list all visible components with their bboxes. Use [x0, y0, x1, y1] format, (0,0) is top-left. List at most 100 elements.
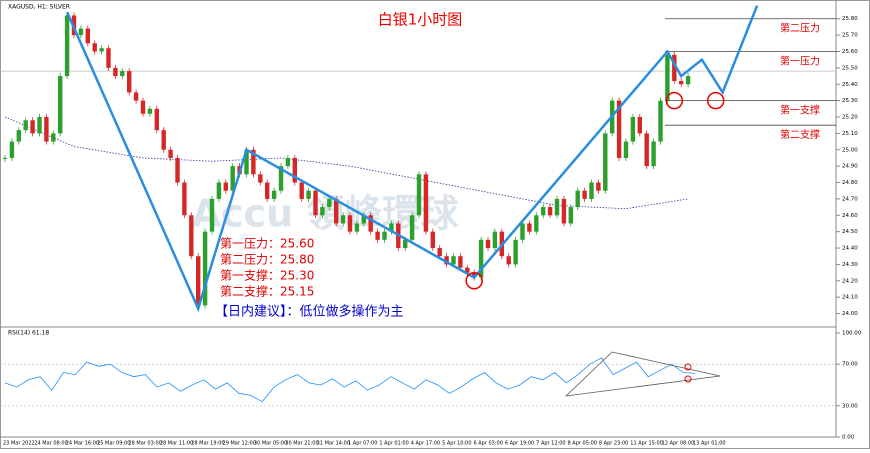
- x-tick-label: 4 Apr 17:00: [411, 441, 440, 447]
- candle: [292, 157, 297, 183]
- candle: [582, 190, 587, 199]
- candle: [64, 15, 70, 77]
- candle: [575, 190, 580, 208]
- marker-circle: [665, 91, 684, 110]
- candle: [554, 198, 560, 216]
- candle: [375, 231, 380, 240]
- candle: [258, 174, 263, 183]
- candle: [409, 215, 415, 240]
- y-tick-label: 24.20: [842, 278, 858, 284]
- candle: [340, 215, 346, 224]
- rsi-line: [4, 357, 696, 403]
- trend-line: [65, 5, 759, 313]
- x-tick-label: 30 Mar 21:00: [285, 441, 318, 447]
- candle: [485, 239, 491, 249]
- candle: [416, 174, 422, 216]
- x-tick-label: 28 Mar 03:00: [128, 441, 161, 447]
- x-tick-label: 28 Mar 11:00: [160, 441, 193, 447]
- x-tick-label: 25 Mar 09:00: [97, 441, 130, 447]
- y-tick-label: 24.80: [842, 180, 858, 186]
- candle: [368, 215, 373, 232]
- candle: [78, 28, 84, 36]
- candle: [306, 190, 311, 199]
- candle: [16, 130, 21, 142]
- candle: [541, 207, 546, 216]
- candle: [520, 223, 525, 240]
- candle: [265, 182, 270, 199]
- candle: [547, 207, 553, 216]
- candle: [465, 267, 470, 273]
- candle: [561, 198, 567, 224]
- x-tick-label: 28 Mar 19:00: [191, 441, 224, 447]
- rsi-circle: [684, 363, 692, 371]
- candle: [133, 92, 139, 101]
- marker-circle: [706, 91, 725, 110]
- moving-average: [4, 116, 689, 210]
- candle: [430, 231, 435, 249]
- candle: [271, 190, 277, 199]
- y-tick-label: 24.30: [842, 262, 858, 268]
- candle: [354, 223, 360, 232]
- y-tick-label: 25.40: [842, 82, 858, 88]
- candle: [637, 117, 642, 134]
- candle: [472, 272, 477, 278]
- candle: [603, 133, 608, 191]
- x-tick-label: 5 Apr 10:00: [442, 441, 471, 447]
- rsi-triangle: [564, 351, 721, 397]
- candle: [527, 223, 532, 232]
- candle: [651, 141, 656, 167]
- candle: [209, 198, 215, 232]
- note: 第一支撑：25.30: [220, 268, 314, 283]
- y-tick-label: 25.10: [842, 131, 858, 137]
- candle: [99, 48, 104, 52]
- y-tick-label: 25.50: [842, 65, 858, 71]
- candle: [230, 166, 235, 191]
- y-tick-label: 24.90: [842, 164, 858, 170]
- candle: [623, 141, 629, 158]
- candle: [403, 239, 408, 249]
- candle: [451, 256, 456, 265]
- candle: [589, 182, 594, 199]
- x-tick-label: 6 Apr 03:00: [473, 441, 502, 447]
- rsi-circle: [684, 375, 692, 383]
- rsi-label: RSI(14) 61.18: [8, 330, 49, 337]
- candle: [672, 54, 677, 81]
- candle: [534, 215, 539, 232]
- advice: 【日内建议】：低位做多操作为主: [215, 304, 404, 320]
- candle: [389, 223, 394, 232]
- x-tick-label: 11 Apr 15:00: [630, 441, 663, 447]
- marker-circle: [465, 272, 483, 290]
- candle: [113, 67, 118, 77]
- y-tick-label: 24.40: [842, 246, 858, 252]
- candle: [58, 76, 63, 134]
- candle: [2, 157, 8, 159]
- candle: [127, 71, 132, 93]
- candle: [630, 117, 636, 142]
- candle: [327, 198, 332, 208]
- rsi-tick-label: 30.00: [842, 403, 858, 409]
- candle: [44, 117, 49, 142]
- candle: [644, 133, 649, 167]
- x-tick-label: 31 Mar 14:00: [317, 441, 350, 447]
- candle: [513, 239, 518, 265]
- x-tick-label: 1 Apr 07:00: [348, 441, 377, 447]
- y-tick-label: 24.60: [842, 213, 858, 219]
- x-tick-label: 12 Apr 08:00: [662, 441, 695, 447]
- rsi-tick-label: 100.00: [842, 331, 862, 337]
- x-tick-label: 6 Apr 19:00: [505, 441, 534, 447]
- candle: [596, 182, 601, 191]
- x-tick-label: 23 Mar 2022: [3, 441, 35, 447]
- level-label: 第一压力: [780, 54, 820, 67]
- candle: [299, 182, 304, 199]
- note: 第一压力：25.60: [220, 237, 314, 251]
- x-tick-label: 29 Mar 12:00: [223, 441, 256, 447]
- candle: [679, 80, 684, 85]
- candle: [285, 157, 291, 167]
- y-tick-label: 24.70: [842, 196, 858, 202]
- candle: [506, 256, 511, 265]
- candle: [444, 256, 449, 265]
- y-tick-label: 24.10: [842, 295, 858, 301]
- candle: [51, 133, 56, 142]
